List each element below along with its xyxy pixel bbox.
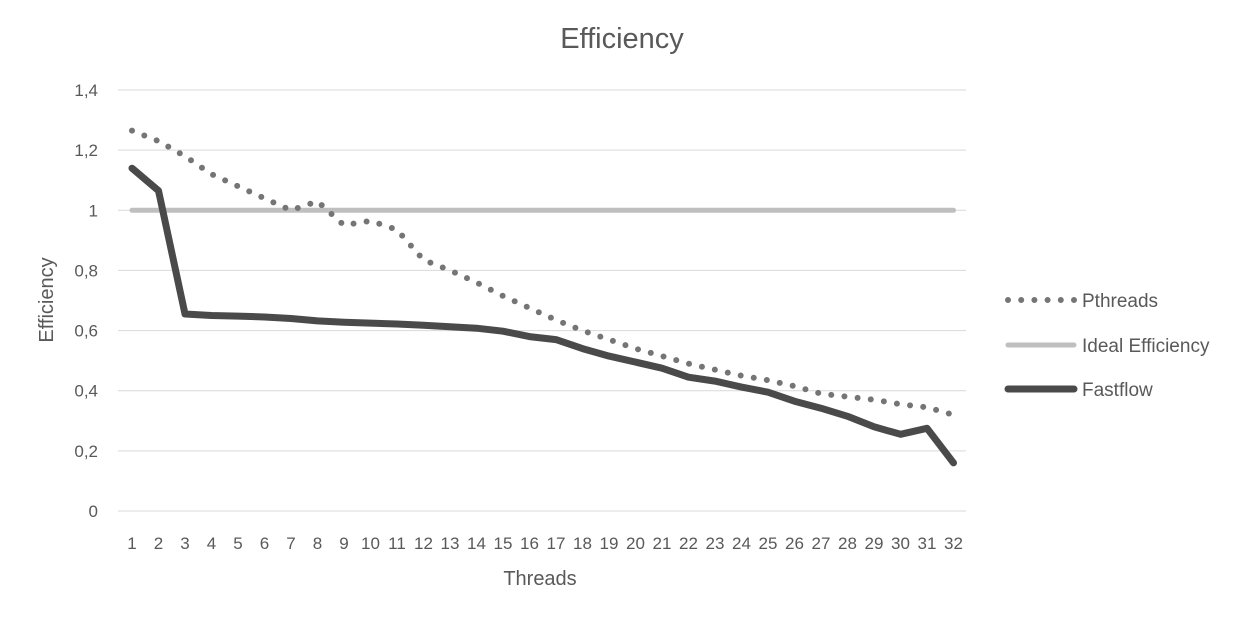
x-tick-label: 23 (706, 534, 725, 553)
x-tick-label: 15 (494, 534, 513, 553)
x-tick-label: 27 (812, 534, 831, 553)
series-line-pthreads (129, 127, 957, 418)
series-line-fastflow (128, 164, 957, 467)
x-tick-label: 13 (441, 534, 460, 553)
legend-label: Pthreads (1082, 291, 1158, 312)
x-tick-label: 17 (547, 534, 566, 553)
x-tick-label: 12 (414, 534, 433, 553)
x-tick-label: 19 (600, 534, 619, 553)
y-tick-label: 0,2 (74, 442, 98, 461)
x-tick-label: 24 (732, 534, 751, 553)
x-tick-label: 4 (207, 534, 216, 553)
x-tick-label: 1 (127, 534, 136, 553)
x-tick-label: 6 (260, 534, 269, 553)
x-tick-label: 18 (573, 534, 592, 553)
x-tick-label: 7 (286, 534, 295, 553)
x-tick-label: 20 (626, 534, 645, 553)
x-axis-ticks: 1 2 3 4 5 6 7 8 9 10 11 12 13 14 15 16 17 18 19 20 21 22 23 24 2… (127, 534, 963, 553)
x-axis-label: Threads (503, 568, 576, 590)
y-tick-label: 0 (89, 502, 98, 521)
x-tick-label: 11 (388, 534, 406, 553)
y-axis-ticks: 0 0,2 0,4 0,6 0,8 1 1,2 1,4 (74, 81, 98, 521)
x-tick-label: 3 (180, 534, 189, 553)
x-tick-label: 16 (520, 534, 539, 553)
legend: Pthreads Ideal Efficiency Fastflow (1004, 291, 1210, 401)
y-tick-label: 0,4 (74, 382, 98, 401)
legend-label: Ideal Efficiency (1082, 336, 1210, 357)
y-tick-label: 1,4 (74, 81, 98, 100)
x-tick-label: 29 (865, 534, 884, 553)
x-tick-label: 25 (759, 534, 778, 553)
x-tick-label: 31 (918, 534, 937, 553)
y-tick-label: 0,8 (74, 261, 98, 280)
y-axis-label: Efficiency (36, 257, 58, 342)
y-tick-label: 0,6 (74, 322, 98, 341)
y-tick-label: 1,2 (74, 141, 98, 160)
x-tick-label: 28 (838, 534, 857, 553)
x-tick-label: 22 (679, 534, 698, 553)
x-tick-label: 30 (891, 534, 910, 553)
x-tick-label: 5 (233, 534, 242, 553)
x-tick-label: 8 (313, 534, 322, 553)
x-tick-label: 32 (944, 534, 963, 553)
x-tick-label: 9 (339, 534, 348, 553)
gridlines (118, 89, 966, 512)
x-tick-label: 14 (467, 534, 486, 553)
x-tick-label: 21 (653, 534, 672, 553)
x-tick-label: 2 (154, 534, 163, 553)
y-tick-label: 1 (89, 201, 98, 220)
chart-title: Efficiency (560, 23, 684, 55)
legend-label: Fastflow (1082, 380, 1153, 401)
series-lines (128, 127, 957, 467)
x-tick-label: 10 (361, 534, 380, 553)
x-tick-label: 26 (785, 534, 804, 553)
